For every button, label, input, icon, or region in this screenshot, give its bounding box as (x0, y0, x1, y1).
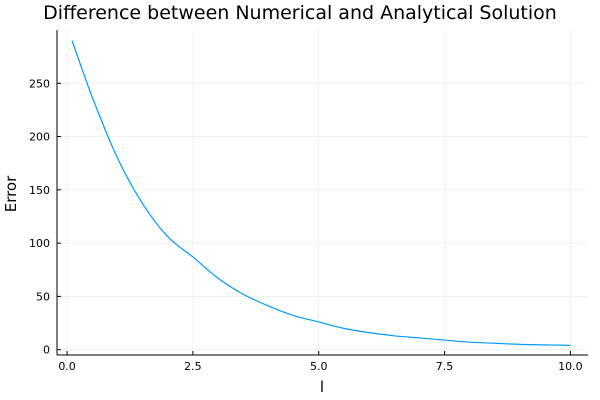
y-tick-label: 50 (36, 290, 50, 303)
grid (57, 30, 588, 355)
y-tick-label: 0 (43, 344, 50, 357)
y-tick-label: 150 (29, 184, 50, 197)
series (71, 40, 571, 347)
x-tick-label: 5.0 (310, 360, 328, 373)
x-tick-label: 10.0 (558, 360, 583, 373)
axes (56, 30, 588, 356)
y-tick-label: 100 (29, 237, 50, 250)
ticks: 0.0 2.5 5.0 7.5 10.0 0 50 100 150 200 250 (29, 77, 583, 373)
x-tick-label: 0.0 (58, 360, 76, 373)
y-tick-label: 200 (29, 131, 50, 144)
y-axis-label: Error (2, 175, 20, 212)
x-tick-label: 7.5 (436, 360, 454, 373)
series-line (71, 40, 571, 347)
chart-title: Difference between Numerical and Analyti… (43, 2, 557, 24)
x-axis-label: l (320, 378, 324, 396)
y-tick-label: 250 (29, 77, 50, 90)
x-tick-label: 2.5 (184, 360, 202, 373)
